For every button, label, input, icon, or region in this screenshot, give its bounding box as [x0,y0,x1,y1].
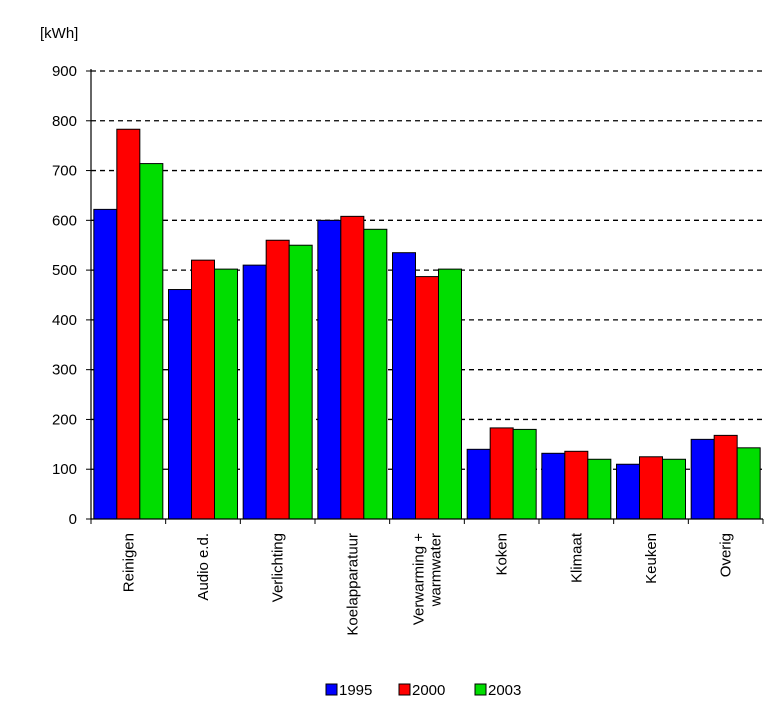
legend-label-2000: 2000 [412,682,445,699]
bar-2003-6 [587,458,612,520]
legend: 1995 2000 2003 [325,682,521,699]
bar-2003-0 [139,163,164,520]
bar-2000-3 [340,215,365,520]
legend-swatch-2000 [398,683,411,696]
bar-1995-4 [392,252,416,520]
y-tick-label: 200 [52,411,77,428]
category-label: Koken [494,533,511,576]
bar-1995-1 [168,289,192,520]
y-tick-label: 600 [52,212,77,229]
bar-2003-5 [512,428,537,520]
bar-2000-7 [639,456,663,520]
bar-2000-6 [564,450,589,520]
legend-label-2003: 2003 [488,682,521,699]
y-tick-label: 900 [52,63,77,80]
y-tick-label: 300 [52,362,77,379]
category-labels: Reinigen Audio e.d. Verlichting Koelapparat… [120,532,734,635]
bar-2003-8 [736,447,761,520]
bar-1995-8 [690,438,715,520]
category-label: Koelapparatuur [344,533,361,636]
legend-swatch-1995 [325,683,338,696]
bar-2000-4 [415,276,439,520]
legend-swatch-2003 [474,683,487,696]
y-axis-unit-label: [kWh] [40,25,78,42]
y-tick-label: 100 [52,461,77,478]
bar-2003-3 [363,228,388,520]
category-label: Verwarming + [411,533,428,625]
category-label: Klimaat [568,532,585,583]
category-label: warmwater [428,533,445,607]
y-tick-label: 700 [52,163,77,180]
y-tick-label: 0 [69,511,77,528]
y-tick-label: 500 [52,262,77,279]
bar-2000-0 [116,128,141,520]
category-label: Audio e.d. [195,533,212,601]
y-tick-label: 800 [52,113,77,130]
bar-2000-1 [191,259,215,520]
bar-2000-2 [265,239,290,520]
bar-1995-2 [242,264,267,520]
category-label: Verlichting [270,533,287,602]
bar-2000-5 [489,427,514,520]
bar-1995-3 [317,219,342,520]
bars [93,128,761,520]
bar-2003-4 [438,268,462,520]
bar-2003-1 [214,268,238,520]
bar-2003-2 [288,244,313,520]
y-tick-label: 400 [52,312,77,329]
bar-2003-7 [662,458,686,520]
bar-2000-8 [713,434,738,520]
bar-1995-0 [93,208,118,520]
bar-1995-6 [541,452,566,520]
bar-1995-5 [466,448,491,520]
category-label: Reinigen [120,533,137,592]
y-tick-labels: 0 100 200 300 400 500 600 700 800 900 [52,63,77,528]
bar-1995-7 [616,463,640,520]
category-label: Keuken [643,533,660,584]
category-label: Overig [718,533,735,577]
axes [90,69,764,524]
legend-label-1995: 1995 [339,682,372,699]
